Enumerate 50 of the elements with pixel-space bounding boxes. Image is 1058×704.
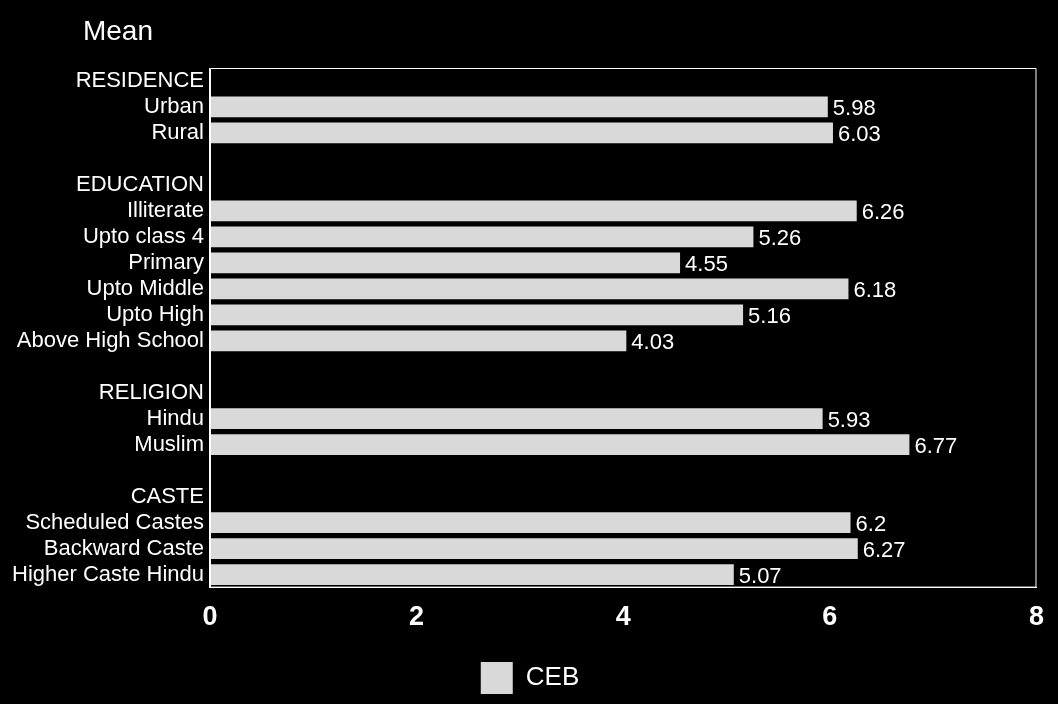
data-label: 5.93: [827, 406, 871, 432]
x-tick-label: 2: [409, 601, 425, 632]
y-tick-label: Primary: [128, 248, 204, 274]
bar: [209, 226, 754, 248]
y-tick-label: Illiterate: [126, 196, 204, 222]
data-label: 5.98: [832, 95, 876, 121]
x-tick-label: 6: [822, 601, 838, 632]
bar: [209, 122, 833, 144]
bar: [209, 252, 681, 274]
y-tick-label: CASTE: [130, 482, 204, 508]
y-tick-label: Upto High: [106, 300, 204, 326]
bar: [209, 434, 910, 456]
data-label: 5.16: [748, 302, 791, 328]
y-tick-label: EDUCATION: [76, 170, 204, 196]
y-tick-label: Rural: [151, 119, 204, 145]
bar: [209, 330, 627, 352]
bar: [209, 512, 851, 534]
bar: [209, 96, 828, 118]
data-label: 6.27: [862, 536, 906, 562]
data-label: 6.26: [861, 198, 905, 224]
y-tick-label: Urban: [144, 93, 204, 119]
x-tick-label: 8: [1028, 601, 1045, 632]
data-label: 5.07: [738, 562, 782, 588]
data-label: 4.55: [685, 250, 728, 276]
y-tick-label: Backward Caste: [43, 534, 204, 560]
bar: [209, 564, 734, 585]
bar: [209, 538, 858, 560]
bar: [209, 200, 857, 222]
bar: [209, 304, 744, 326]
data-label: 6.2: [855, 510, 887, 536]
data-label: 6.77: [914, 432, 958, 458]
bar: [209, 278, 849, 300]
bar: [209, 408, 823, 430]
data-label: 4.03: [631, 328, 675, 354]
y-tick-label: Upto Middle: [86, 274, 204, 300]
y-tick-label: Higher Caste Hindu: [12, 560, 204, 586]
y-tick-label: RESIDENCE: [75, 67, 204, 93]
y-tick-label: Above High School: [16, 326, 204, 352]
x-tick-label: 4: [615, 601, 631, 632]
y-tick-label: RELIGION: [98, 378, 204, 404]
data-label: 5.26: [758, 224, 802, 250]
y-tick-label: Upto class 4: [82, 222, 204, 248]
y-tick-label: Scheduled Castes: [25, 508, 204, 534]
legend-label: CEB: [525, 661, 580, 692]
y-tick-label: Muslim: [134, 430, 204, 456]
chart-title: Mean: [82, 15, 153, 46]
y-tick-label: Hindu: [146, 404, 204, 430]
data-label: 6.18: [853, 276, 897, 302]
x-tick-label: 0: [202, 601, 218, 632]
data-label: 6.03: [837, 121, 881, 147]
